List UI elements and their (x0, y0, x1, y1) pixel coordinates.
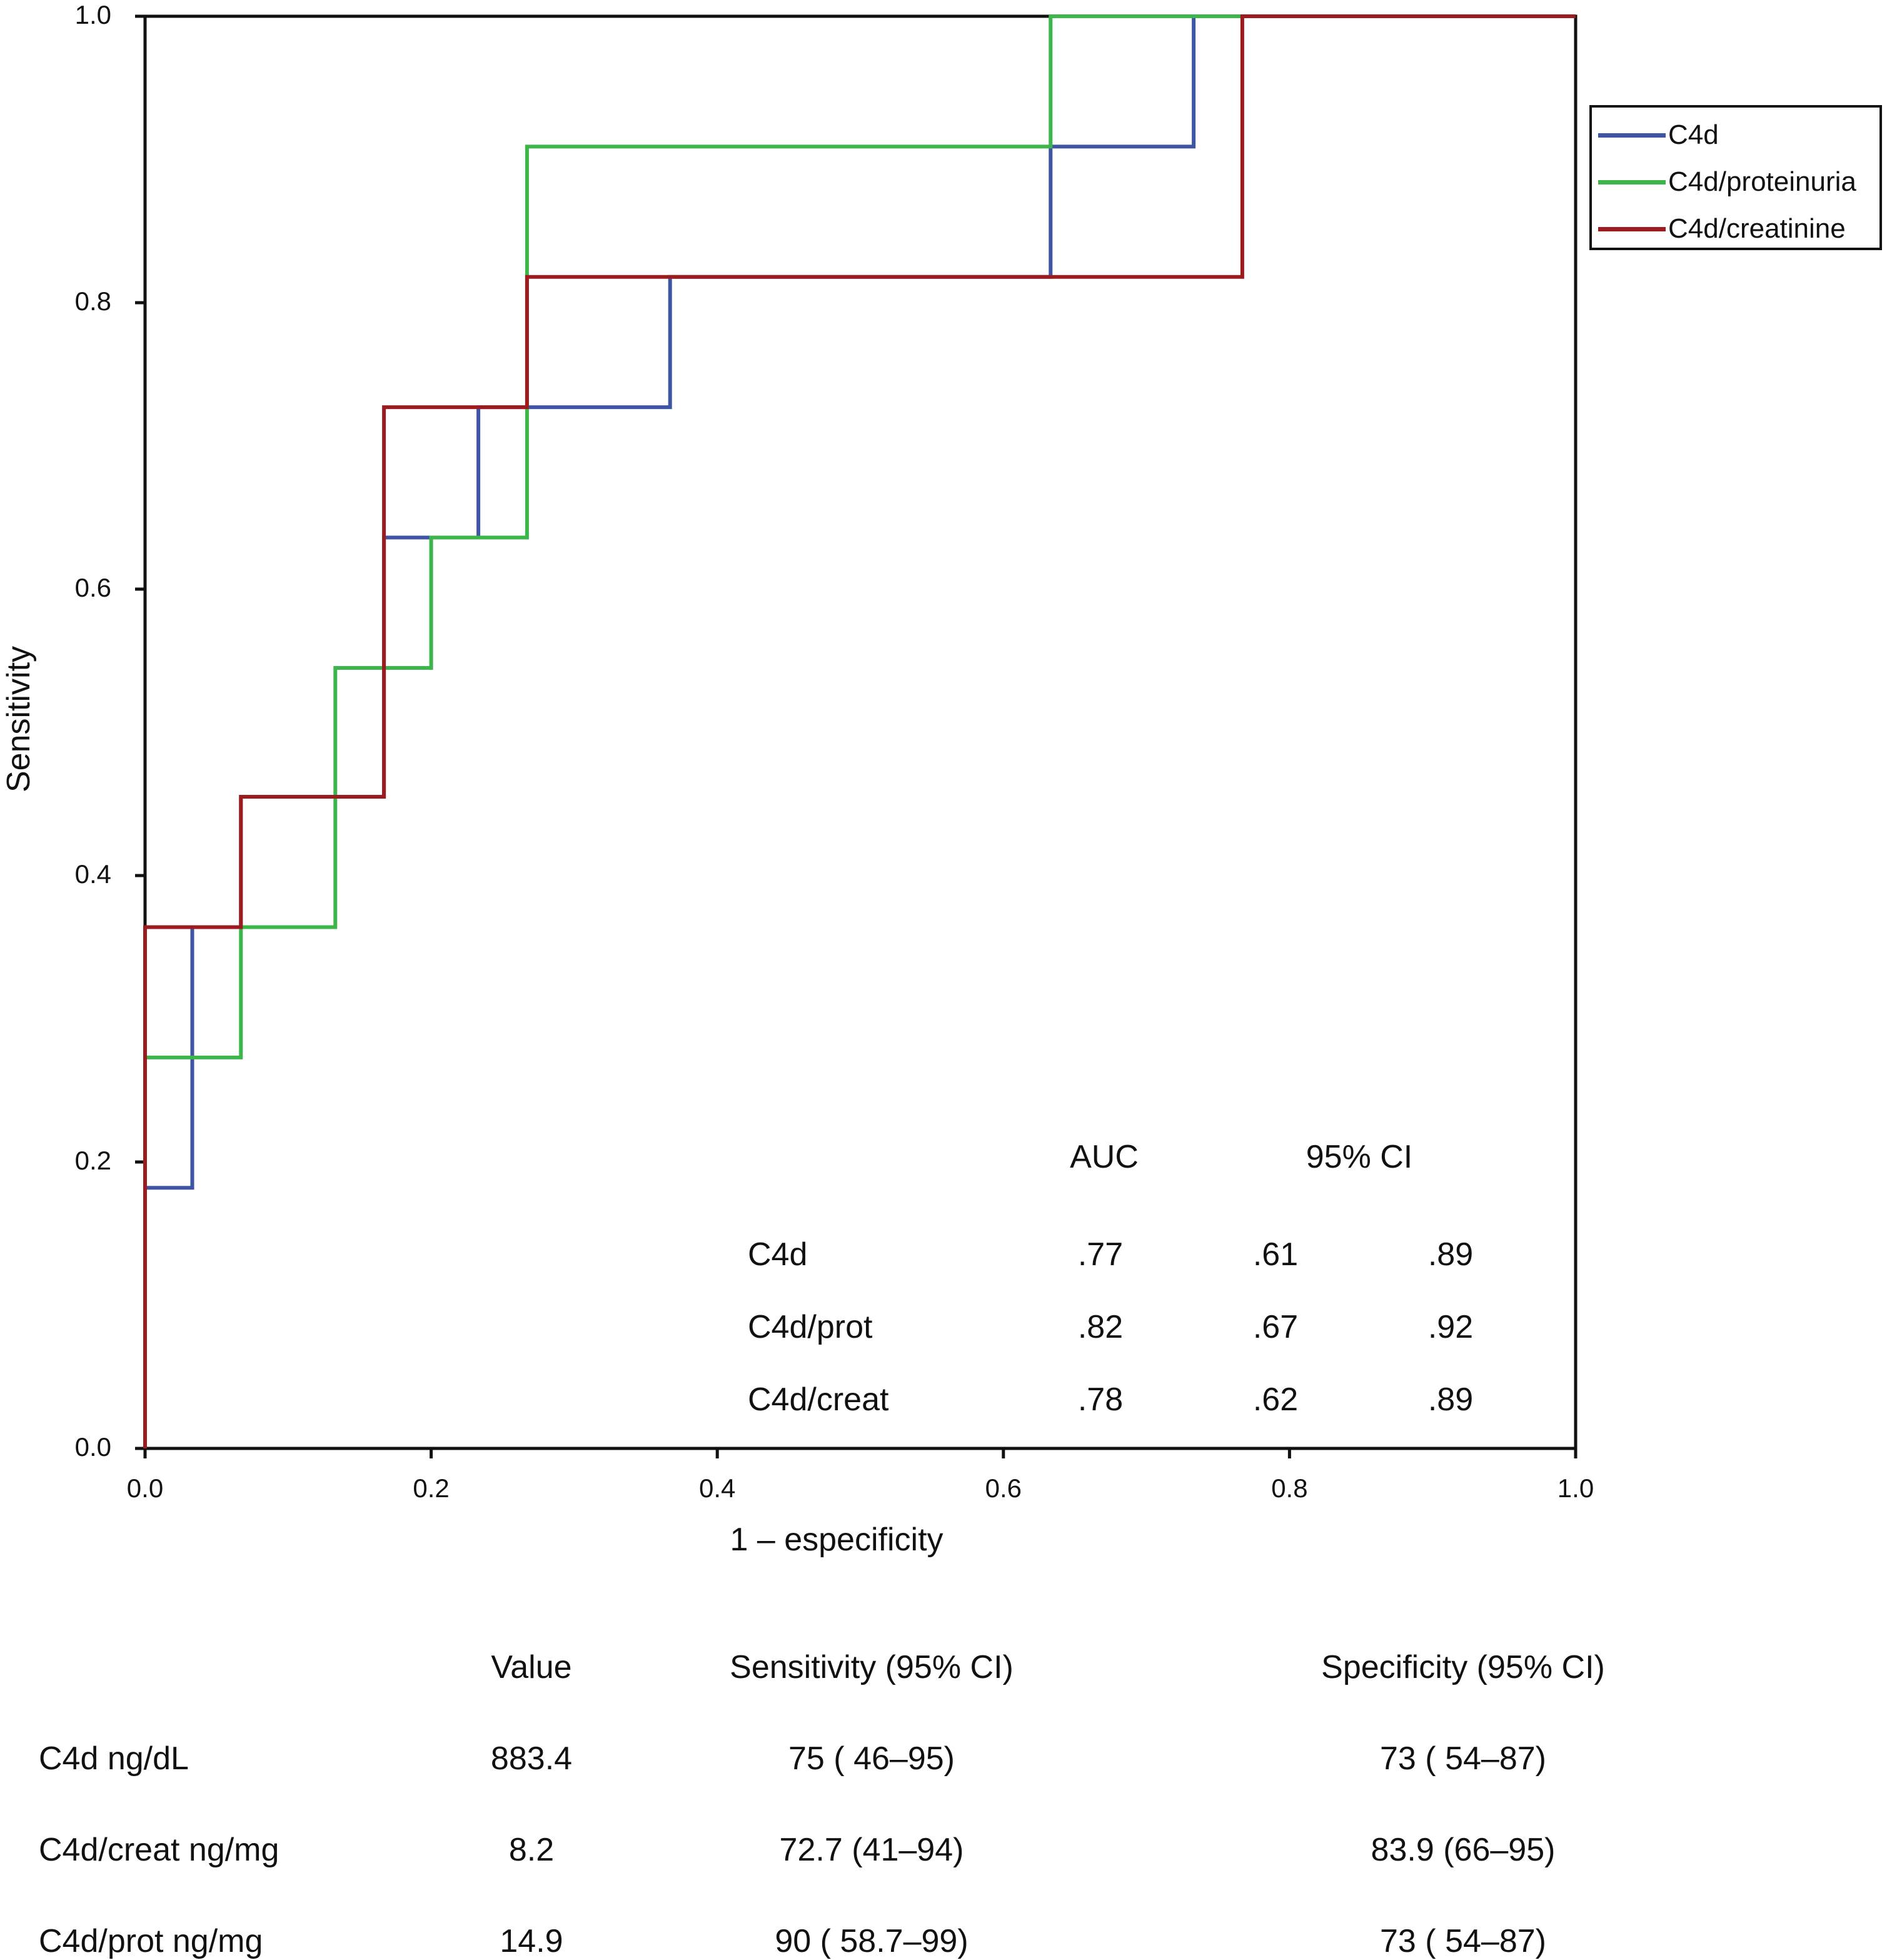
cutoff-cell: 73 ( 54–87) (1380, 1923, 1546, 1959)
x-tick-label: 0.2 (413, 1473, 450, 1503)
cutoff-cell: 83.9 (66–95) (1371, 1832, 1556, 1868)
legend: C4d C4d/proteinuria C4d/creatinine (1589, 105, 1882, 250)
cutoff-cell: 72.7 (41–94) (779, 1832, 964, 1868)
cutoff-cell: 90 ( 58.7–99) (775, 1923, 969, 1959)
legend-item: C4d/proteinuria (1598, 163, 1856, 201)
y-axis-label: Sensitivity (1, 645, 37, 793)
auc-label: C4d/creat (748, 1382, 889, 1418)
auc-lo: .62 (1252, 1382, 1299, 1418)
auc-auc: .77 (1077, 1236, 1124, 1273)
cutoff-cell: 14.9 (500, 1923, 563, 1959)
legend-label: C4d (1668, 119, 1719, 150)
auc-lo: .67 (1252, 1309, 1299, 1345)
cutoff-cell: C4d/prot ng/mg (39, 1923, 263, 1959)
auc-auc: .82 (1077, 1309, 1124, 1345)
roc-curve-c4d (143, 14, 1576, 1448)
auc-label: C4d (748, 1236, 808, 1273)
auc-hi: .92 (1427, 1309, 1474, 1345)
x-axis-label: 1 – especificity (730, 1522, 944, 1558)
legend-label: C4d/proteinuria (1668, 166, 1856, 197)
cutoff-cell: 75 ( 46–95) (788, 1740, 955, 1777)
auc-lo: .61 (1252, 1236, 1299, 1273)
cutoff-header: Sensitivity (95% CI) (730, 1649, 1014, 1685)
x-tick-label: 1.0 (1557, 1473, 1594, 1503)
legend-swatch (1598, 179, 1666, 184)
cutoff-header: Value (491, 1649, 572, 1685)
cutoff-cell: 883.4 (490, 1740, 573, 1777)
auc-hi: .89 (1427, 1236, 1474, 1273)
cutoff-header: Specificity (95% CI) (1321, 1649, 1605, 1685)
legend-swatch (1598, 133, 1666, 138)
roc-curve-c4d-proteinuria (143, 14, 1576, 1448)
roc-curve-c4d-creatinine (143, 14, 1576, 1448)
x-tick-label: 0.0 (126, 1473, 164, 1503)
legend-label: C4d/creatinine (1668, 213, 1846, 244)
ci-header: 95% CI (1306, 1139, 1413, 1175)
y-tick-label: 0.0 (74, 1432, 111, 1462)
x-tick-label: 0.6 (985, 1473, 1022, 1503)
cutoff-cell: C4d ng/dL (39, 1740, 189, 1777)
auc-hi: .89 (1427, 1382, 1474, 1418)
cutoff-cell: 73 ( 54–87) (1380, 1740, 1546, 1777)
y-tick-label: 0.8 (74, 286, 111, 316)
legend-item: C4d (1598, 116, 1719, 154)
cutoff-cell: C4d/creat ng/mg (39, 1832, 279, 1868)
legend-swatch (1598, 226, 1666, 231)
plot-frame (143, 14, 1578, 1450)
auc-header: AUC (1070, 1139, 1139, 1175)
auc-auc: .78 (1077, 1382, 1124, 1418)
legend-item: C4d/creatinine (1598, 210, 1846, 248)
y-tick-label: 0.4 (74, 859, 111, 889)
x-tick-label: 0.8 (1271, 1473, 1308, 1503)
auc-label: C4d/prot (748, 1309, 873, 1345)
y-tick-label: 1.0 (74, 0, 111, 29)
y-tick-label: 0.6 (74, 573, 111, 602)
x-tick-label: 0.4 (698, 1473, 736, 1503)
cutoff-cell: 8.2 (508, 1832, 555, 1868)
y-tick-label: 0.2 (74, 1146, 111, 1175)
